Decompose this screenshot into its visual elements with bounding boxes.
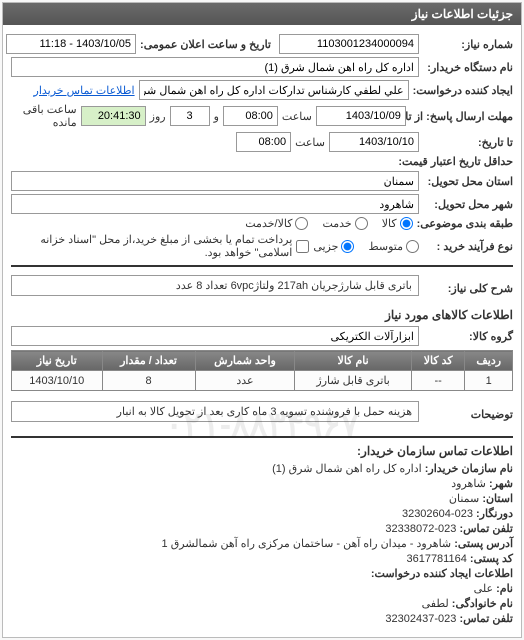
info-org: نام سازمان خریدار: اداره کل راه اهن شمال… [11, 462, 513, 475]
th-qty: تعداد / مقدار [102, 351, 195, 371]
info-addr: آدرس پستی: شاهرود - میدان راه آهن - ساخت… [11, 537, 513, 550]
label-hour-1: ساعت [282, 110, 312, 123]
province-field[interactable] [11, 171, 419, 191]
buyer-org-field[interactable] [11, 57, 419, 77]
label-need-number: شماره نیاز: [423, 38, 513, 51]
td-date: 1403/10/10 [12, 371, 103, 391]
treasury-checkbox[interactable] [296, 240, 309, 253]
label-min-valid: حداقل تاریخ اعتبار قیمت: [398, 155, 513, 168]
th-unit: واحد شمارش [195, 351, 295, 371]
td-qty: 8 [102, 371, 195, 391]
td-unit: عدد [195, 371, 295, 391]
deadline-to-time[interactable] [236, 132, 291, 152]
label-announce: تاریخ و ساعت اعلان عمومی: [140, 38, 271, 51]
need-details-panel: جزئیات اطلاعات نیاز شماره نیاز: تاریخ و … [2, 2, 522, 638]
label-hour-2: ساعت [295, 136, 325, 149]
label-city: شهر محل تحویل: [423, 198, 513, 211]
td-name: باتری قابل شارژ [295, 371, 411, 391]
announce-field[interactable] [6, 34, 136, 54]
th-name: نام کالا [295, 351, 411, 371]
th-date: تاریخ نیاز [12, 351, 103, 371]
divider-2 [11, 436, 513, 438]
table-header-row: ردیف کد کالا نام کالا واحد شمارش تعداد /… [12, 351, 513, 371]
process-note: پرداخت تمام یا بخشی از مبلغ خرید،از محل … [11, 233, 292, 259]
label-category: طبقه بندی موضوعی: [417, 217, 513, 230]
label-sharh: شرح کلی نیاز: [423, 282, 513, 295]
info-city: شهر: شاهرود [11, 477, 513, 490]
process-radio-group: متوسط جزیی [313, 240, 419, 253]
label-deadline-to: تا تاریخ: [423, 136, 513, 149]
remain-field [81, 106, 146, 126]
radio-joint[interactable]: متوسط [368, 240, 419, 253]
divider-1 [11, 265, 513, 267]
radio-kala[interactable]: کالا [382, 217, 413, 230]
radio-partial[interactable]: جزیی [313, 240, 354, 253]
panel-title: جزئیات اطلاعات نیاز [3, 3, 521, 25]
td-code: -- [411, 371, 465, 391]
goods-info-title: اطلاعات کالاهای مورد نیاز [11, 308, 513, 322]
deadline-from-time[interactable] [223, 106, 278, 126]
sharh-box: باتری قابل شارژجریان 217ah ولتاژ6vpc تعد… [11, 275, 419, 296]
form-body: شماره نیاز: تاریخ و ساعت اعلان عمومی: نا… [3, 25, 521, 637]
label-province: استان محل تحویل: [423, 175, 513, 188]
info-name: نام: علی [11, 582, 513, 595]
label-tozihat: توضیحات [423, 408, 513, 421]
table-row[interactable]: 1 -- باتری قابل شارژ عدد 8 1403/10/10 [12, 371, 513, 391]
label-day: روز [150, 110, 166, 123]
label-process: نوع فرآیند خرید : [423, 240, 513, 253]
th-row: ردیف [465, 351, 513, 371]
group-field[interactable] [11, 326, 419, 346]
goods-table: ردیف کد کالا نام کالا واحد شمارش تعداد /… [11, 350, 513, 391]
deadline-to-date[interactable] [329, 132, 419, 152]
info-fax: دورنگار: 023-32302604 [11, 507, 513, 520]
th-code: کد کالا [411, 351, 465, 371]
deadline-from-date[interactable] [316, 106, 406, 126]
buyer-contact-link[interactable]: اطلاعات تماس خریدار [34, 84, 135, 97]
city-field[interactable] [11, 194, 419, 214]
label-remain: ساعت باقی مانده [11, 103, 77, 129]
label-deadline-from: مهلت ارسال پاسخ: از تاریخ: [410, 110, 513, 123]
info-ctel: تلفن تماس: 023-32302437 [11, 612, 513, 625]
label-group: گروه کالا: [423, 330, 513, 343]
info-tel: تلفن تماس: 023-32338072 [11, 522, 513, 535]
td-row: 1 [465, 371, 513, 391]
radio-kala-khedmat[interactable]: کالا/خدمت [245, 217, 308, 230]
creator-field[interactable] [139, 80, 409, 100]
info-prov: استان: سمنان [11, 492, 513, 505]
info-creator-section: اطلاعات ایجاد کننده درخواست: [11, 567, 513, 580]
info-post: کد پستی: 3617781164 [11, 552, 513, 565]
info-family: نام خانوادگی: لطفی [11, 597, 513, 610]
label-and: و [214, 110, 219, 123]
radio-khedmat[interactable]: خدمت [322, 217, 367, 230]
tozihat-box: هزینه حمل با فروشنده تسویه 3 ماه کاری بع… [11, 401, 419, 422]
contact-title: اطلاعات تماس سازمان خریدار: [11, 444, 513, 458]
need-number-field[interactable] [279, 34, 419, 54]
label-creator: ایجاد کننده درخواست: [413, 84, 513, 97]
days-field[interactable] [170, 106, 210, 126]
category-radio-group: کالا خدمت کالا/خدمت [245, 217, 412, 230]
label-buyer-org: نام دستگاه خریدار: [423, 61, 513, 74]
